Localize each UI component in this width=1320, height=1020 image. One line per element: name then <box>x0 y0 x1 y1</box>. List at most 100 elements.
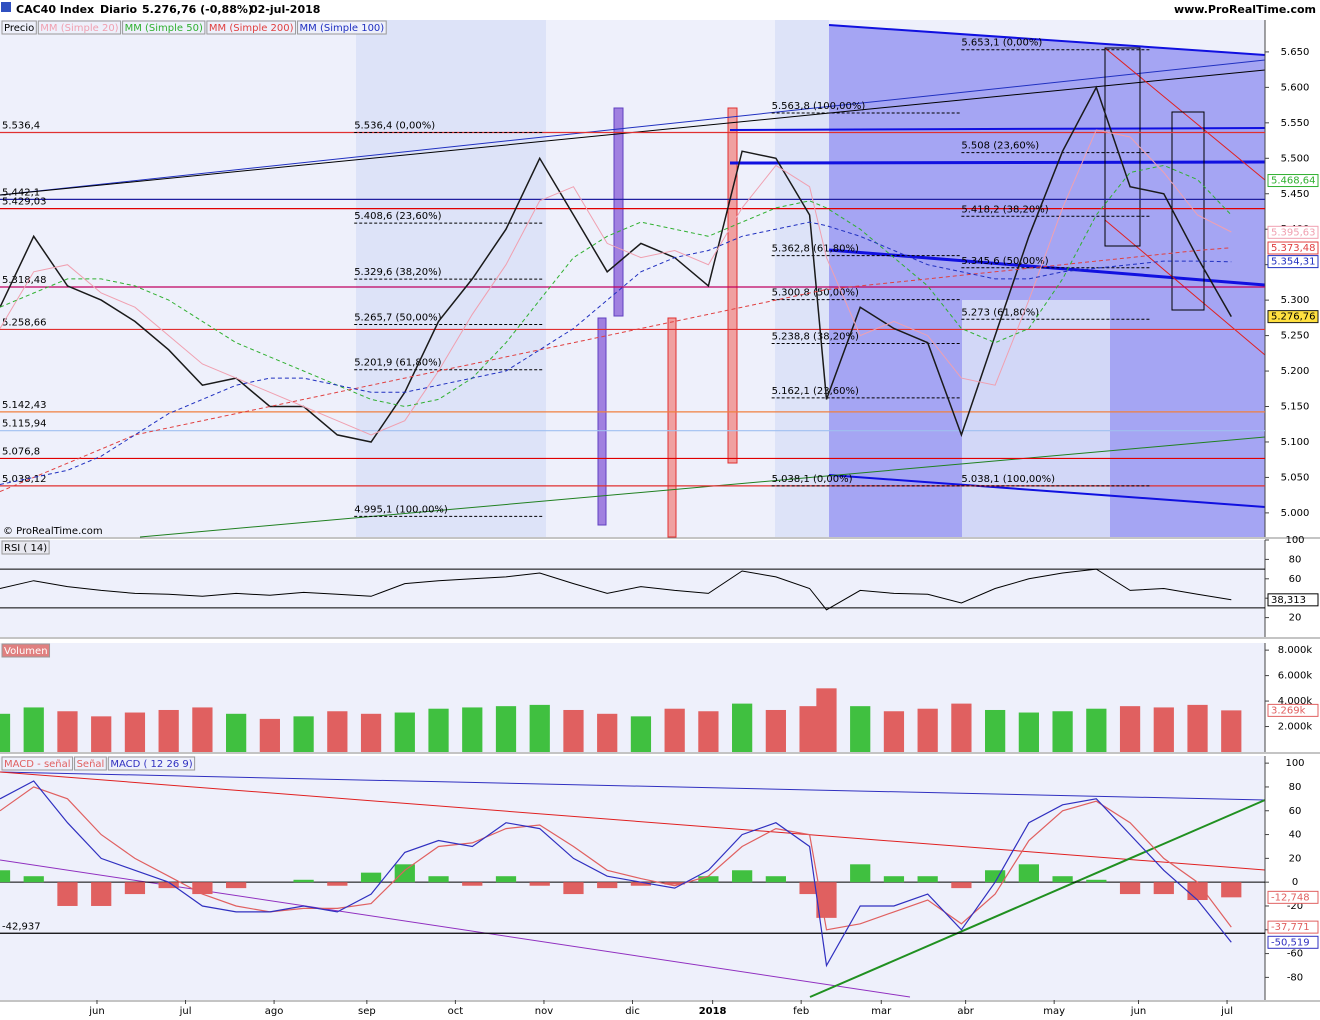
fib-label: 5.238,8 (38,20%) <box>772 332 859 343</box>
fib-label: 5.563,8 (100,00%) <box>772 101 866 112</box>
level-label: 5.442,1 <box>2 187 40 198</box>
value-tag-label: -37,771 <box>1271 922 1310 933</box>
value-tag-label: -12,748 <box>1271 892 1310 903</box>
header-period: Diario <box>100 3 138 16</box>
y-tick-label: 80 <box>1289 782 1302 793</box>
bar <box>597 713 618 752</box>
y-tick-label: 5.550 <box>1281 118 1310 129</box>
trend-line <box>729 127 1266 131</box>
fib-label: 5.536,4 (0,00%) <box>354 120 435 131</box>
trend-line <box>1104 47 1266 181</box>
y-tick-label: 5.050 <box>1281 472 1310 483</box>
y-tick-label: 5.100 <box>1281 437 1310 448</box>
bar <box>1187 704 1208 752</box>
bar <box>1052 711 1073 752</box>
y-tick-label: 100 <box>1285 535 1304 546</box>
series-line <box>0 164 1232 408</box>
legend-label: Volumen <box>4 646 48 657</box>
bar <box>428 876 449 883</box>
bar <box>664 882 685 885</box>
fib-label: 5.653,1 (0,00%) <box>961 38 1042 49</box>
trend-line <box>0 771 1266 801</box>
bar <box>91 882 112 906</box>
y-tick-label: 100 <box>1285 758 1304 769</box>
bar <box>1018 712 1039 752</box>
legend-box <box>74 756 107 771</box>
value-tag-label: 5.354,31 <box>1271 257 1316 268</box>
series-line <box>0 221 1232 485</box>
x-tick-label: 2018 <box>699 1006 727 1017</box>
bar <box>597 882 618 889</box>
header-quote: 5.276,76 (-0,88%) <box>142 3 253 16</box>
bar <box>563 709 584 752</box>
legend-label: Precio <box>4 23 34 34</box>
legend-box <box>1 643 51 658</box>
x-tick-label: abr <box>957 1006 974 1017</box>
value-tag <box>1267 935 1319 949</box>
series-line <box>0 786 1232 931</box>
bar <box>985 709 1006 752</box>
series-line <box>0 780 1232 968</box>
bar <box>495 706 517 752</box>
logo <box>1 2 11 12</box>
x-tick-label: jul <box>179 1006 192 1017</box>
y-tick-label: 40 <box>1289 830 1302 841</box>
bar <box>57 711 78 752</box>
header-site: www.ProRealTime.com <box>1174 3 1316 16</box>
bar <box>951 703 972 752</box>
macd-panel <box>0 756 1265 1000</box>
y-tick-label: 2.000k <box>1278 722 1313 733</box>
value-tag <box>1267 255 1319 269</box>
bar <box>293 879 314 883</box>
x-tick-label: mar <box>871 1006 892 1017</box>
bar <box>529 704 550 752</box>
trend-line <box>0 771 1266 871</box>
bar <box>732 870 753 883</box>
bar <box>883 876 905 883</box>
bar <box>664 708 685 752</box>
y-tick-label: 5.500 <box>1281 153 1310 164</box>
marker-bar <box>667 317 677 538</box>
level-label: -42,937 <box>2 921 41 932</box>
x-tick-label: sep <box>358 1006 376 1017</box>
value-tag-label: 5.276,76 <box>1271 312 1316 323</box>
trend-line <box>139 436 1266 538</box>
bar <box>158 709 179 752</box>
series-line <box>0 129 1232 436</box>
y-tick-label: -80 <box>1287 972 1303 983</box>
bar <box>23 876 44 883</box>
bar <box>850 706 871 752</box>
fib-label: 5.329,6 (38,20%) <box>354 267 441 278</box>
value-tag <box>1267 225 1319 239</box>
legend-label: MM (Simple 20) <box>40 23 118 34</box>
level-label: 5.318,48 <box>2 275 47 286</box>
value-tag <box>1267 310 1319 324</box>
bar <box>883 711 905 752</box>
bar <box>917 708 938 752</box>
y-tick-label: 20 <box>1289 853 1302 864</box>
bar <box>23 707 44 752</box>
x-tick-label: oct <box>448 1006 464 1017</box>
fib-label: 5.362,8 (61,80%) <box>772 244 859 255</box>
level-label: 5.429,03 <box>2 197 47 208</box>
bar <box>462 707 483 752</box>
bar <box>124 882 146 895</box>
value-tag <box>1267 920 1319 934</box>
legend-label: MM (Simple 100) <box>300 23 385 34</box>
bar <box>91 716 112 752</box>
fib-label: 5.273 (61,80%) <box>961 307 1039 318</box>
x-tick-label: may <box>1043 1006 1065 1017</box>
header-title: CAC40 Index <box>16 3 94 16</box>
bar <box>1086 708 1107 752</box>
bar <box>765 876 786 883</box>
x-tick-label: dic <box>625 1006 640 1017</box>
fib-zone <box>962 300 1110 537</box>
fib-label: 4.995,1 (100,00%) <box>354 504 448 515</box>
bar <box>698 711 719 752</box>
bar <box>192 882 213 895</box>
value-tag-label: 3.269k <box>1271 705 1306 716</box>
bar <box>192 707 213 752</box>
x-tick-label: ago <box>265 1006 284 1017</box>
bar <box>327 882 348 886</box>
bar <box>698 876 719 883</box>
